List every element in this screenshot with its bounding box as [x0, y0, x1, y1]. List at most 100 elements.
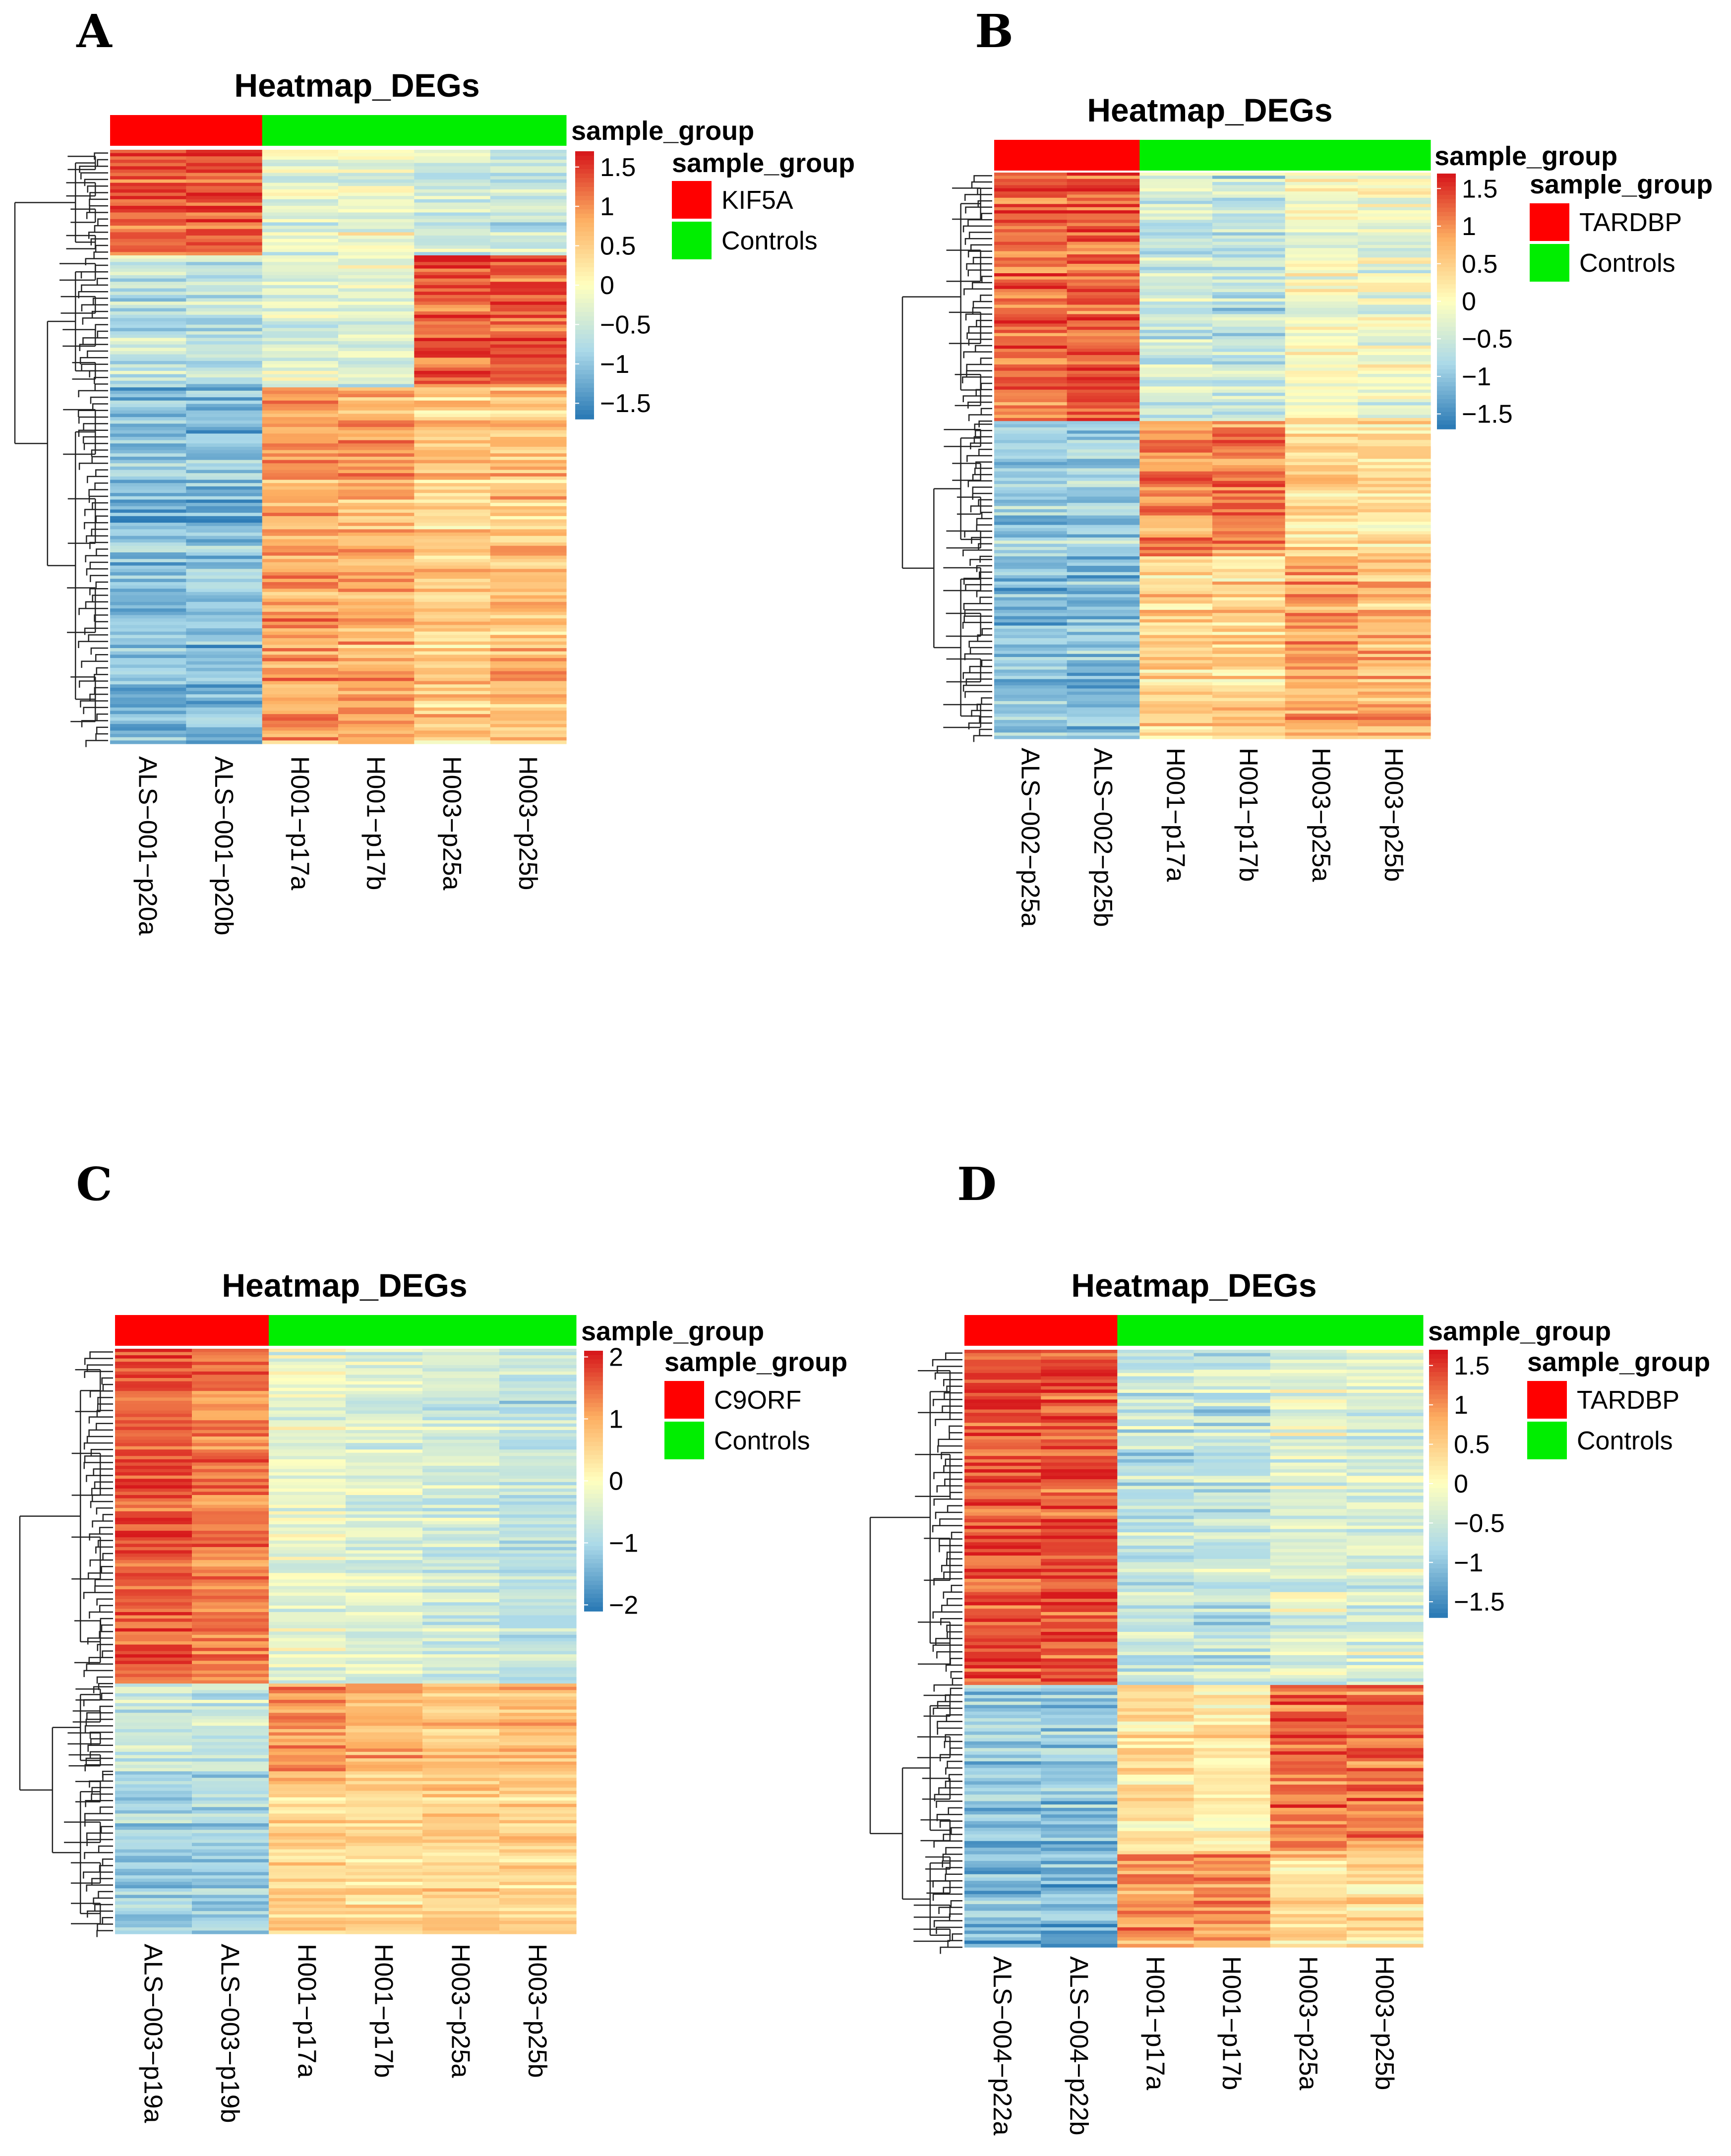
- heatmap-cell: [1358, 374, 1431, 377]
- heatmap-cell: [1212, 213, 1286, 217]
- colorbar-segment: [575, 352, 594, 357]
- heatmap-cell: [1194, 1744, 1271, 1748]
- heatmap-cell: [1139, 644, 1213, 648]
- heatmap-cell: [1346, 1778, 1424, 1782]
- heatmap-cell: [1139, 210, 1213, 214]
- heatmap-cell: [490, 384, 567, 388]
- heatmap-cell: [1041, 1795, 1118, 1798]
- heatmap-cell: [499, 1400, 577, 1405]
- heatmap-cell: [269, 1878, 346, 1882]
- heatmap-cell: [1139, 201, 1213, 204]
- heatmap-cell: [499, 1709, 577, 1713]
- sample-label: H003−p25b: [523, 1944, 552, 2078]
- heatmap-cell: [346, 1671, 423, 1675]
- colorbar-segment: [575, 406, 594, 411]
- heatmap-cell: [1270, 1382, 1347, 1387]
- heatmap-cell: [1346, 1552, 1424, 1556]
- colorbar-segment: [584, 1602, 603, 1608]
- heatmap-cell: [1285, 540, 1358, 544]
- heatmap-cell: [1270, 1409, 1347, 1413]
- heatmap-cell: [262, 166, 339, 170]
- heatmap-cell: [192, 1836, 269, 1840]
- legend-title: sample_group: [1527, 1347, 1710, 1377]
- heatmap-cell: [1358, 525, 1431, 529]
- heatmap-cell: [499, 1794, 577, 1798]
- heatmap-cell: [422, 1433, 500, 1437]
- heatmap-cell: [1041, 1934, 1118, 1938]
- heatmap-cell: [1194, 1556, 1271, 1559]
- heatmap-cell: [346, 1459, 423, 1463]
- heatmap-cell: [192, 1671, 269, 1675]
- heatmap-cell: [186, 275, 263, 279]
- heatmap-cell: [1346, 1761, 1424, 1765]
- heatmap-cell: [110, 182, 186, 186]
- heatmap-cell: [192, 1768, 269, 1772]
- heatmap-cell: [414, 479, 491, 483]
- heatmap-cell: [490, 582, 567, 586]
- heatmap-cell: [1117, 1585, 1194, 1589]
- heatmap-cell: [414, 272, 491, 276]
- heatmap-cell: [346, 1423, 423, 1427]
- heatmap-cell: [994, 276, 1068, 280]
- heatmap-cell: [269, 1781, 346, 1785]
- heatmap-cell: [414, 516, 491, 520]
- heatmap-cell: [1346, 1824, 1424, 1828]
- heatmap-cell: [186, 503, 263, 507]
- heatmap-cell: [1117, 1851, 1194, 1855]
- heatmap-cell: [964, 1360, 1041, 1364]
- heatmap-cell: [186, 506, 263, 510]
- heatmap-cell: [346, 1446, 423, 1450]
- heatmap-cell: [1285, 188, 1358, 192]
- heatmap-cell: [269, 1573, 346, 1577]
- heatmap-cell: [115, 1423, 192, 1427]
- heatmap-cell: [422, 1817, 500, 1821]
- heatmap-cell: [186, 707, 263, 712]
- heatmap-cell: [1067, 512, 1140, 516]
- heatmap-cell: [1139, 543, 1213, 547]
- heatmap-cell: [1139, 638, 1213, 642]
- heatmap-cell: [1041, 1419, 1118, 1423]
- heatmap-cell: [110, 592, 186, 596]
- heatmap-cell: [1139, 685, 1213, 689]
- heatmap-cell: [1067, 383, 1140, 387]
- heatmap-cell: [269, 1700, 346, 1704]
- heatmap-cell: [110, 552, 186, 556]
- heatmap-cell: [192, 1547, 269, 1551]
- heatmap-cell: [1270, 1426, 1347, 1430]
- heatmap-cell: [1270, 1413, 1347, 1417]
- heatmap-cell: [499, 1492, 577, 1496]
- heatmap-cell: [1212, 559, 1286, 563]
- heatmap-cell: [994, 311, 1068, 315]
- heatmap-cell: [994, 229, 1068, 233]
- heatmap-cell: [422, 1397, 500, 1401]
- heatmap-cell: [110, 677, 186, 682]
- heatmap-cell: [346, 1846, 423, 1850]
- heatmap-cell: [192, 1511, 269, 1515]
- heatmap-cell: [186, 473, 263, 477]
- heatmap-cell: [1041, 1838, 1118, 1842]
- heatmap-cell: [269, 1791, 346, 1795]
- heatmap-cell: [994, 691, 1068, 695]
- heatmap-cell: [186, 437, 263, 441]
- heatmap-cell: [338, 295, 415, 299]
- heatmap-cell: [1117, 1479, 1194, 1483]
- heatmap-cell: [499, 1751, 577, 1756]
- heatmap-cell: [964, 1625, 1041, 1629]
- heatmap-cell: [115, 1517, 192, 1522]
- heatmap-cell: [499, 1813, 577, 1817]
- heatmap-cell: [964, 1529, 1041, 1533]
- heatmap-cell: [964, 1877, 1041, 1881]
- heatmap-cell: [1270, 1741, 1347, 1745]
- heatmap-cell: [192, 1644, 269, 1648]
- heatmap-cell: [115, 1628, 192, 1632]
- heatmap-cell: [186, 209, 263, 213]
- heatmap-cell: [414, 440, 491, 444]
- colorbar-segment: [575, 174, 594, 179]
- heatmap-cell: [1358, 452, 1431, 456]
- heatmap-cell: [1346, 1595, 1424, 1599]
- heatmap-cell: [499, 1446, 577, 1450]
- heatmap-cell: [1067, 194, 1140, 198]
- heatmap-cell: [1067, 726, 1140, 730]
- heatmap-cell: [994, 326, 1068, 330]
